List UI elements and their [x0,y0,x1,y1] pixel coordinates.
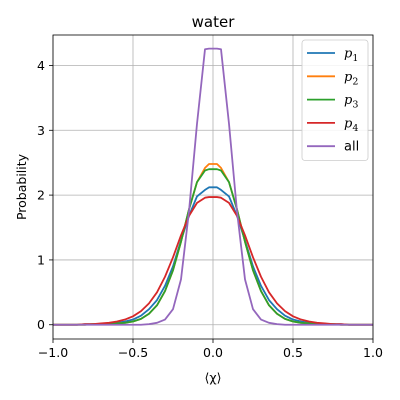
legend-label-subscript: 1 [352,53,358,64]
x-tick-label: −1.0 [38,345,68,360]
y-tick-label: 1 [37,252,45,267]
y-tick-label: 2 [37,188,45,203]
legend-label-subscript: 2 [352,76,358,87]
legend-label: all [344,140,359,155]
chart-title: water [192,13,236,31]
y-tick-label: 3 [37,123,45,138]
x-tick-label: 1.0 [363,345,383,360]
x-tick-label: 0.5 [283,345,303,360]
x-axis-label: ⟨χ⟩ [205,370,222,385]
y-axis-label: Probability [14,153,29,220]
y-tick-label: 0 [37,317,45,332]
x-tick-label: −0.5 [118,345,148,360]
x-tick-label: 0.0 [203,345,223,360]
legend-label-text: all [344,140,359,155]
y-tick-label: 4 [37,58,45,73]
legend-label-subscript: 3 [352,100,358,111]
legend-label-subscript: 4 [352,123,358,134]
